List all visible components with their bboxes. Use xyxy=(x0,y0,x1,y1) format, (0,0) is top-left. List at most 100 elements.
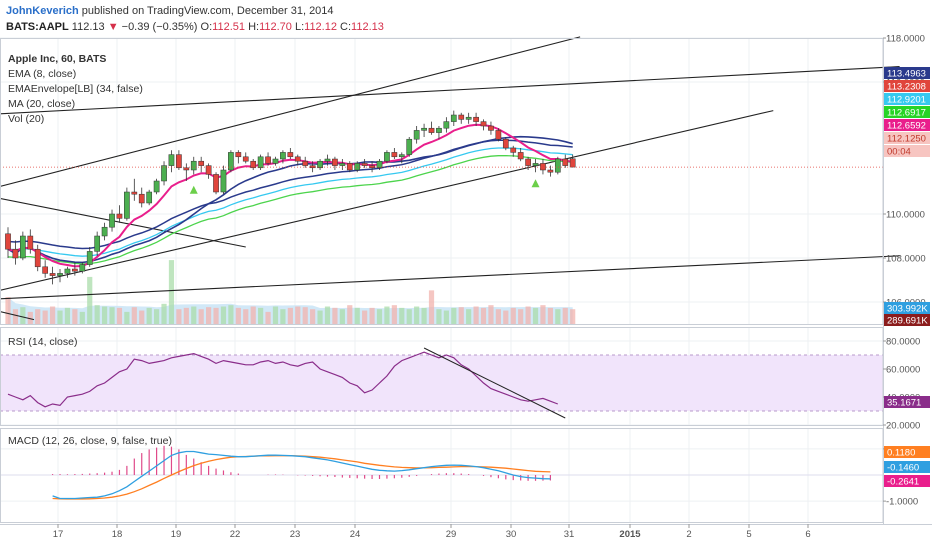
candle-body xyxy=(272,158,279,164)
candle-body xyxy=(369,165,375,169)
candle-body xyxy=(554,158,561,173)
volume-bar xyxy=(109,307,115,324)
price-title: Apple Inc, 60, BATS xyxy=(8,53,106,65)
low-label: L: xyxy=(294,21,305,33)
volume-bar xyxy=(473,306,479,324)
macd-pane[interactable] xyxy=(0,445,883,500)
candle-body xyxy=(309,165,316,169)
volume-label[interactable]: Vol (20) xyxy=(8,113,44,125)
trendline xyxy=(0,255,900,300)
price-pane[interactable] xyxy=(0,36,900,324)
volume-bar xyxy=(547,307,553,324)
volume-bar xyxy=(213,307,219,324)
volume-bar xyxy=(206,307,212,324)
volume-bar xyxy=(265,311,271,324)
volume-bar xyxy=(161,303,167,324)
price-badge xyxy=(884,302,930,314)
ma-20 xyxy=(7,135,573,264)
volume-bar xyxy=(280,309,286,324)
volume-bar xyxy=(376,309,383,324)
time-tick-label: 2015 xyxy=(619,529,641,540)
volume-bar xyxy=(20,307,26,324)
rsi-line xyxy=(7,351,559,408)
time-tick-label: 22 xyxy=(230,529,241,540)
time-axis[interactable]: 17 18 19 22 23 24 29 30 31 2015 2 5 6 xyxy=(53,524,811,540)
candle-body xyxy=(280,152,286,160)
rsi-label[interactable]: RSI (14, close) xyxy=(8,336,77,348)
candle-body xyxy=(406,138,413,155)
candle-body xyxy=(124,191,130,219)
volume-bar xyxy=(503,310,509,324)
volume-bar xyxy=(436,309,442,324)
volume-bar xyxy=(101,306,108,324)
volume-bar xyxy=(12,309,19,324)
time-tick-label: 31 xyxy=(564,529,575,540)
volume-bar xyxy=(391,305,397,324)
volume-bar xyxy=(495,309,501,324)
candle-body xyxy=(146,191,153,204)
candle-body xyxy=(64,268,71,274)
volume-bar xyxy=(228,305,234,324)
volume-bar xyxy=(258,307,264,324)
candle-body xyxy=(413,130,420,140)
author-link[interactable]: JohnKeverich xyxy=(6,5,79,17)
high-value: 112.70 xyxy=(259,21,292,33)
volume-bar xyxy=(369,307,375,324)
price-change: −0.39 (−0.35%) xyxy=(121,21,198,33)
volume-bar xyxy=(295,306,301,324)
candle-body xyxy=(138,193,145,204)
indicator-labels: Apple Inc, 60, BATS EMA (8, close) EMAEn… xyxy=(8,53,172,447)
candle-body xyxy=(205,165,212,175)
ema-envelope-mid xyxy=(7,147,573,257)
price-axis[interactable]: 118.0000116.0000110.0000108.0000106.0000… xyxy=(883,34,930,508)
time-tick-label: 30 xyxy=(506,529,517,540)
volume-bar xyxy=(347,305,353,324)
candle-body xyxy=(57,273,63,276)
candle-body xyxy=(517,152,524,160)
volume-bar xyxy=(414,306,420,324)
candle-body xyxy=(86,251,93,265)
candle-body xyxy=(20,235,26,259)
macd-label[interactable]: MACD (12, 26, close, 9, false, true) xyxy=(8,435,172,447)
volume-bar xyxy=(5,297,11,324)
price-badge xyxy=(884,67,930,79)
price-badge-label: 112.6917 xyxy=(887,108,926,119)
volume-bar xyxy=(116,307,123,324)
candle-body xyxy=(228,152,234,171)
symbol[interactable]: BATS:AAPL xyxy=(6,21,69,33)
signal-line xyxy=(52,455,551,500)
open-value: 112.51 xyxy=(212,21,245,33)
volume-bar xyxy=(451,307,457,324)
candle-body xyxy=(569,158,576,168)
last-price: 112.13 xyxy=(71,21,105,33)
volume-bar xyxy=(510,307,516,324)
volume-bar xyxy=(49,306,56,324)
ema-envelope-label[interactable]: EMAEnvelope[LB] (34, false) xyxy=(8,83,143,95)
candle-body xyxy=(443,121,450,129)
candle-body xyxy=(265,156,271,164)
pane-frames xyxy=(0,38,932,525)
candle-body xyxy=(502,138,509,149)
down-arrow-icon: ▼ xyxy=(107,21,119,33)
candle-body xyxy=(458,114,465,120)
candle-body xyxy=(242,156,249,162)
price-badge-label: 113.4963 xyxy=(887,69,926,80)
candles xyxy=(0,110,883,285)
price-badge xyxy=(884,93,930,105)
price-badge-label: -0.1460 xyxy=(887,463,919,474)
ma-label[interactable]: MA (20, close) xyxy=(8,98,75,110)
axis-tick-label: -1.0000 xyxy=(886,497,918,508)
ema-label[interactable]: EMA (8, close) xyxy=(8,68,76,80)
volume-bar xyxy=(570,309,576,324)
signal-markers xyxy=(189,179,540,194)
trendlines[interactable] xyxy=(0,36,900,321)
buy-signal-icon xyxy=(531,179,540,188)
rsi-pane[interactable] xyxy=(0,347,883,419)
price-badge-label: 303.992K xyxy=(887,304,928,315)
close-value: 112.13 xyxy=(351,21,384,33)
chart-header: JohnKeverich published on TradingView.co… xyxy=(0,0,932,36)
time-tick-label: 17 xyxy=(53,529,64,540)
axis-tick-label: 60.0000 xyxy=(886,365,920,376)
volume-bar xyxy=(324,306,331,324)
